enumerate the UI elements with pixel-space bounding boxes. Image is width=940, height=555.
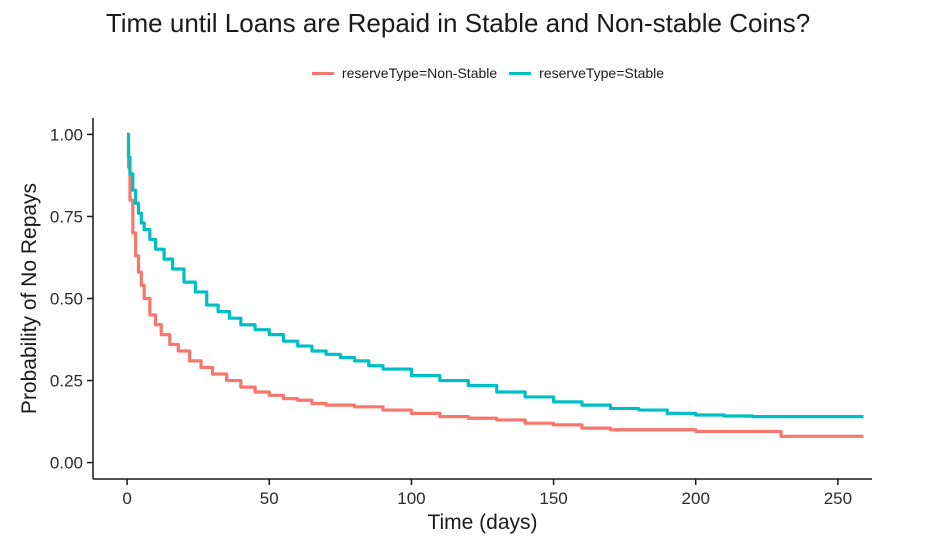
y-tick-label: 0.25: [50, 372, 83, 391]
x-tick-label: 0: [122, 489, 131, 508]
y-tick-label: 0.50: [50, 290, 83, 309]
y-tick-label: 0.75: [50, 207, 83, 226]
x-tick-label: 50: [260, 489, 279, 508]
y-axis-title: Probability of No Repays: [18, 183, 41, 414]
axes: [92, 118, 872, 480]
x-tick-label: 100: [397, 489, 425, 508]
legend-label-non-stable: reserveType=Non-Stable: [341, 65, 498, 81]
chart-title: Time until Loans are Repaid in Stable an…: [105, 8, 811, 38]
legend-swatch-non-stable: [311, 71, 334, 75]
series-line-non-stable: [126, 132, 864, 438]
y-tick-label: 0.00: [50, 454, 83, 473]
series-line-stable: [126, 132, 864, 419]
legend: reserveType=Non-Stable reserveType=Stabl…: [0, 65, 940, 81]
x-tick-label: 150: [539, 489, 567, 508]
x-tick-label: 250: [824, 489, 852, 508]
legend-item-stable: reserveType=Stable: [509, 65, 664, 81]
series-lines: [126, 132, 864, 438]
ticks: 0 50 100 150 200 250 0.00 0.25 0.50 0.75 1.00: [50, 125, 852, 508]
x-tick-label: 200: [682, 489, 710, 508]
legend-label-stable: reserveType=Stable: [539, 65, 665, 81]
legend-item-non-stable: reserveType=Non-Stable: [311, 65, 498, 81]
x-axis-title: Time (days): [427, 511, 537, 534]
legend-swatch-stable: [509, 71, 532, 75]
y-tick-label: 1.00: [50, 125, 83, 144]
